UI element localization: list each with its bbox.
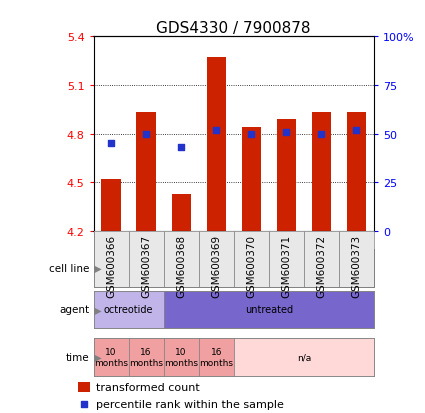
Text: GSM600371: GSM600371 [281, 234, 292, 297]
Point [81, 401, 88, 407]
Bar [94, 231, 128, 287]
Bar [164, 231, 198, 287]
Bar [94, 250, 234, 287]
Text: ▶: ▶ [91, 352, 102, 362]
Point [318, 131, 325, 138]
Text: GSM600370: GSM600370 [246, 234, 256, 297]
Bar [164, 339, 198, 376]
Bar [339, 231, 374, 287]
Title: GDS4330 / 7900878: GDS4330 / 7900878 [156, 21, 311, 36]
Text: GSM600367: GSM600367 [141, 234, 151, 297]
Text: untreated: untreated [245, 305, 293, 315]
Text: 10
months: 10 months [94, 348, 128, 367]
Bar [234, 250, 269, 287]
Bar [269, 231, 304, 287]
Text: cell line: cell line [49, 263, 89, 273]
Bar [304, 250, 339, 287]
Text: NCIH_72
0: NCIH_72 0 [266, 257, 307, 280]
Text: 10
months: 10 months [164, 348, 198, 367]
Text: 16
months: 16 months [129, 348, 163, 367]
Text: CNDT2.5: CNDT2.5 [142, 263, 185, 273]
Bar [242, 128, 261, 231]
Text: n/a: n/a [297, 353, 311, 362]
Text: agent: agent [59, 305, 89, 315]
Bar [339, 250, 374, 287]
Text: ▶: ▶ [91, 263, 102, 273]
Text: percentile rank within the sample: percentile rank within the sample [96, 399, 284, 409]
Text: GSM600373: GSM600373 [351, 234, 362, 297]
Bar [277, 120, 296, 231]
Text: time: time [65, 352, 89, 362]
Bar [347, 113, 366, 231]
Point [178, 144, 184, 150]
Bar [234, 339, 374, 376]
Text: QGP: QGP [346, 263, 367, 273]
Bar [128, 231, 164, 287]
Text: GSM600366: GSM600366 [106, 234, 116, 297]
Bar [172, 194, 191, 231]
Point [248, 131, 255, 138]
Point [143, 131, 150, 138]
Text: transformed count: transformed count [96, 382, 200, 392]
Bar [94, 339, 128, 376]
Bar [78, 382, 91, 392]
Text: GSM600368: GSM600368 [176, 234, 186, 297]
Point [213, 128, 220, 134]
Text: NCIH_72
7: NCIH_72 7 [300, 257, 342, 280]
Bar [234, 231, 269, 287]
Bar [207, 58, 226, 231]
Text: octreotide: octreotide [104, 305, 153, 315]
Point [283, 129, 290, 136]
Point [353, 128, 360, 134]
Text: GSM600372: GSM600372 [316, 234, 326, 297]
Bar [136, 113, 156, 231]
Bar [269, 250, 304, 287]
Bar [198, 339, 234, 376]
Bar [94, 291, 164, 328]
Bar [198, 231, 234, 287]
Bar [312, 113, 331, 231]
Bar [164, 291, 374, 328]
Bar [128, 339, 164, 376]
Bar [102, 180, 121, 231]
Text: KRJ-1: KRJ-1 [238, 263, 264, 273]
Point [108, 141, 114, 147]
Bar [304, 231, 339, 287]
Text: GSM600369: GSM600369 [211, 234, 221, 297]
Text: ▶: ▶ [91, 305, 102, 315]
Text: 16
months: 16 months [199, 348, 233, 367]
